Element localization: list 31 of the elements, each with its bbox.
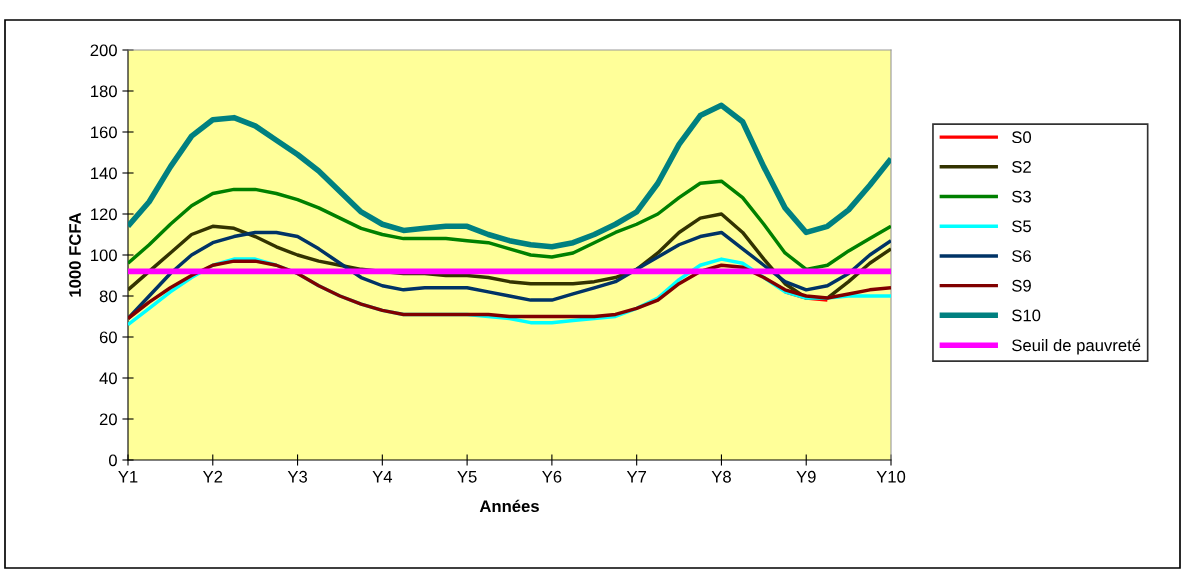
x-tick-label: Y2 (202, 470, 223, 483)
legend-label: S3 (1012, 190, 1031, 203)
y-tick-label: 200 (90, 44, 117, 57)
x-tick-label: Y8 (711, 470, 731, 483)
y-tick-label: 40 (99, 372, 117, 385)
legend-label: S10 (1012, 309, 1041, 322)
x-tick-label: Y1 (118, 471, 138, 483)
y-tick-label: 80 (99, 290, 117, 303)
legend-label: S0 (1012, 131, 1032, 144)
y-tick-label: 140 (91, 167, 117, 180)
y-tick-label: 120 (91, 208, 117, 221)
y-axis-title: 1000 FCFA (69, 212, 81, 297)
x-tick-label: Y9 (796, 470, 816, 483)
legend-label: S2 (1012, 161, 1031, 173)
y-tick-label: 60 (99, 331, 117, 344)
y-tick-label: 100 (91, 249, 117, 262)
legend-label: S6 (1012, 250, 1031, 262)
legend-label: Seuil de pauvreté (1012, 338, 1141, 355)
x-tick-label: Y4 (372, 471, 393, 483)
y-tick-label: 160 (91, 126, 117, 139)
y-tick-label: 20 (99, 413, 117, 426)
legend-label: S5 (1012, 220, 1031, 233)
x-tick-label: Y5 (457, 471, 477, 483)
x-tick-label: Y7 (626, 471, 647, 483)
x-tick-label: Y3 (287, 470, 308, 483)
x-tick-label: Y6 (542, 470, 562, 483)
x-axis-title: Années (479, 499, 539, 513)
x-tick-label: Y10 (876, 470, 906, 483)
legend-label: S9 (1012, 279, 1031, 292)
y-tick-label: 0 (108, 454, 117, 467)
y-tick-label: 180 (91, 85, 117, 98)
